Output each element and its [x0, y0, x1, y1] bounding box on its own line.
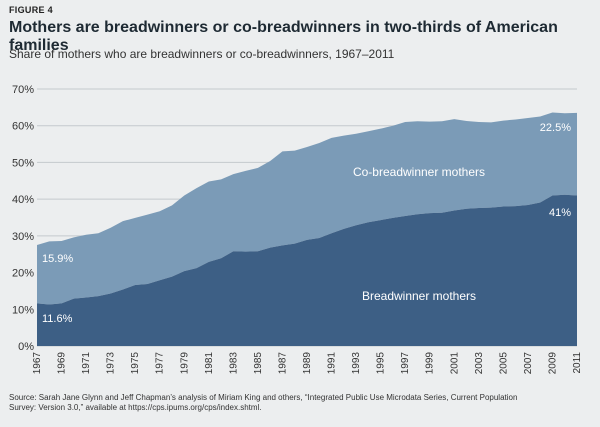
y-tick-label: 10%: [12, 304, 34, 316]
y-tick-label: 60%: [12, 121, 34, 133]
x-tick-label: 1967: [32, 352, 43, 375]
co-breadwinner-end-value: 22.5%: [540, 122, 571, 134]
x-tick-label: 1971: [81, 352, 92, 375]
x-tick-label: 1989: [302, 352, 313, 375]
x-tick-label: 1987: [277, 352, 288, 375]
source-line-2: Survey: Version 3.0,” available at https…: [9, 403, 262, 412]
x-tick-label: 1991: [327, 352, 338, 375]
chart-subtitle: Share of mothers who are breadwinners or…: [9, 47, 395, 61]
x-tick-label: 2003: [474, 352, 485, 375]
co-breadwinner-label: Co-breadwinner mothers: [353, 165, 485, 179]
x-tick-label: 2007: [523, 352, 534, 375]
x-tick-label: 1983: [228, 352, 239, 375]
source-note: Source: Sarah Jane Glynn and Jeff Chapma…: [9, 393, 589, 413]
y-tick-label: 40%: [12, 194, 34, 206]
y-tick-label: 70%: [12, 84, 34, 96]
source-line-1: Source: Sarah Jane Glynn and Jeff Chapma…: [9, 393, 518, 402]
co-breadwinner-start-value: 15.9%: [42, 253, 73, 265]
x-tick-label: 1979: [179, 352, 190, 375]
co-breadwinner-area: [37, 112, 577, 305]
breadwinner-end-value: 41%: [549, 207, 571, 219]
x-tick-label: 1985: [253, 352, 264, 375]
x-tick-label: 2005: [498, 352, 509, 375]
x-tick-label: 2011: [572, 352, 583, 374]
y-axis: 0% 10% 20% 30% 40% 50% 60% 70%: [12, 84, 34, 353]
x-tick-label: 1997: [400, 352, 411, 375]
x-tick-label: 1977: [155, 352, 166, 375]
x-tick-label: 1975: [130, 352, 141, 375]
x-tick-label: 1981: [204, 352, 215, 375]
annotations: Co-breadwinner mothers Breadwinner mothe…: [42, 122, 571, 325]
chart-areas: [37, 112, 577, 346]
figure-label: FIGURE 4: [9, 5, 53, 15]
x-tick-label: 2001: [449, 352, 460, 375]
y-tick-label: 50%: [12, 157, 34, 169]
x-tick-label: 2009: [547, 352, 558, 375]
breadwinner-start-value: 11.6%: [42, 313, 73, 325]
y-tick-label: 20%: [12, 268, 34, 280]
x-axis: 1967 1969 1971 1973 1975 1977 1979 1981 1983 1985…: [32, 352, 583, 375]
breadwinner-area: [37, 194, 577, 346]
area-chart: 0% 10% 20% 30% 40% 50% 60% 70% 1967 1969 1971 1973…: [12, 84, 583, 375]
chart-title: Mothers are breadwinners or co-breadwinn…: [9, 19, 558, 54]
x-tick-label: 1973: [106, 352, 117, 375]
x-tick-label: 1969: [57, 352, 68, 375]
x-tick-label: 1999: [425, 352, 436, 375]
x-tick-label: 1995: [376, 352, 387, 375]
y-tick-label: 30%: [12, 231, 34, 243]
y-tick-label: 0%: [18, 341, 34, 353]
breadwinner-label: Breadwinner mothers: [362, 289, 476, 303]
x-tick-label: 1993: [351, 352, 362, 375]
